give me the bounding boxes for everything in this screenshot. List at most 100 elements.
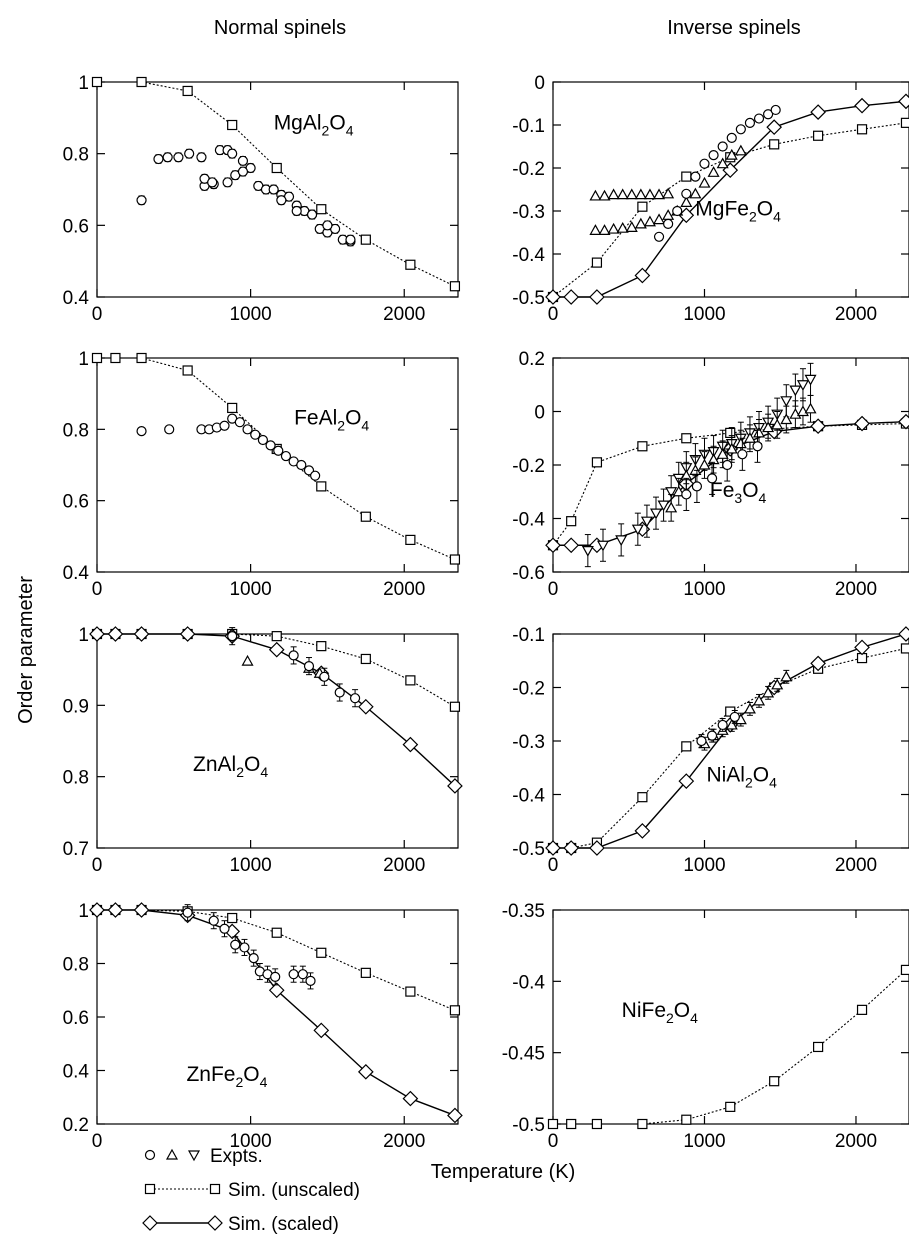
data-point	[780, 413, 793, 425]
data-point	[280, 450, 292, 462]
y-tick-label: -0.4	[512, 972, 545, 993]
data-point	[707, 166, 720, 177]
data-point	[735, 124, 746, 135]
data-point	[763, 109, 774, 120]
data-point	[717, 719, 728, 731]
y-tick-label: -0.4	[512, 786, 545, 807]
data-point	[313, 1022, 330, 1039]
series-line	[553, 969, 907, 1125]
data-point	[810, 418, 826, 435]
y-tick-label: -0.3	[512, 202, 545, 223]
data-point	[789, 385, 802, 397]
data-point	[637, 441, 648, 452]
data-point	[230, 939, 241, 950]
data-point	[662, 209, 675, 220]
data-point	[581, 545, 594, 557]
y-tick-label: -0.5	[512, 288, 545, 309]
data-point	[729, 711, 740, 723]
data-point	[234, 417, 245, 428]
y-tick-label: -0.3	[512, 732, 545, 753]
data-point	[296, 459, 307, 471]
y-tick-label: 1	[78, 73, 89, 94]
compound-label: NiAl2O4	[706, 764, 777, 791]
data-point	[449, 1005, 461, 1016]
panel-frame	[96, 909, 459, 1125]
data-point	[563, 840, 580, 856]
data-point	[107, 902, 124, 918]
series-circle	[227, 627, 361, 708]
data-point	[136, 352, 147, 364]
panel-1: 0 1000 2000 -0.5 -0.4 -0.3 -0.2 -0.1 0 MgFe2O4	[512, 73, 909, 325]
series-square	[547, 643, 909, 854]
series-diamond	[89, 626, 463, 794]
data-point	[360, 967, 371, 978]
x-tick-label: 1000	[683, 579, 725, 600]
data-point	[566, 516, 577, 527]
x-tick-label: 2000	[835, 855, 877, 876]
data-point	[545, 840, 561, 856]
data-point	[780, 670, 793, 682]
data-point	[449, 281, 461, 292]
y-tick-label: -0.35	[502, 901, 545, 922]
data-point	[596, 540, 610, 552]
data-point	[672, 485, 685, 497]
x-tick-label: 0	[548, 855, 559, 876]
data-point	[780, 396, 793, 408]
series-circle	[696, 710, 740, 748]
series-line	[553, 633, 907, 849]
data-point	[598, 189, 611, 201]
data-point	[405, 675, 416, 686]
data-point	[810, 655, 826, 672]
data-point	[196, 152, 207, 163]
y-tick-label: -0.45	[502, 1044, 545, 1065]
data-point	[653, 213, 666, 225]
data-point	[706, 473, 718, 484]
y-tick-label: -0.1	[512, 625, 545, 646]
x-tick-label: 1000	[229, 1131, 271, 1152]
data-point	[227, 631, 238, 642]
data-point	[625, 188, 638, 200]
data-point	[447, 1107, 463, 1124]
series-circle	[681, 429, 763, 511]
data-point	[649, 508, 663, 520]
data-point	[239, 942, 250, 953]
data-point	[449, 701, 461, 712]
data-point	[898, 626, 909, 642]
data-point	[706, 730, 718, 741]
series-circle	[653, 104, 781, 242]
data-point	[222, 177, 233, 188]
data-point	[753, 426, 766, 438]
series-line	[97, 357, 456, 561]
y-tick-label: 0.2	[519, 349, 545, 370]
series-circle	[199, 166, 356, 245]
data-point	[349, 693, 361, 704]
data-point	[591, 257, 603, 268]
data-point	[288, 650, 299, 661]
data-point	[753, 694, 766, 706]
data-point	[813, 1041, 824, 1053]
data-point	[271, 631, 282, 642]
x-tick-label: 1000	[683, 304, 725, 325]
data-point	[762, 421, 775, 433]
data-point	[637, 792, 648, 803]
data-point	[856, 1004, 868, 1015]
data-point	[640, 516, 653, 528]
data-point	[345, 234, 356, 245]
x-tick-label: 2000	[383, 1131, 425, 1152]
panel-6: 0 1000 2000 0.2 0.4 0.6 0.8 1 ZnFe2O4	[63, 901, 463, 1152]
data-point	[136, 426, 147, 437]
data-point	[184, 148, 195, 159]
data-point	[744, 117, 756, 128]
data-point	[708, 150, 719, 161]
data-point	[402, 1090, 419, 1107]
data-point	[616, 221, 629, 233]
x-tick-label: 0	[92, 304, 103, 325]
data-point	[813, 130, 824, 141]
data-point	[681, 433, 692, 444]
data-point	[691, 481, 703, 492]
y-tick-label: -0.4	[512, 510, 545, 531]
data-point	[663, 218, 674, 229]
x-tick-label: 2000	[383, 855, 425, 876]
data-point	[672, 205, 683, 217]
data-point	[357, 1063, 374, 1080]
